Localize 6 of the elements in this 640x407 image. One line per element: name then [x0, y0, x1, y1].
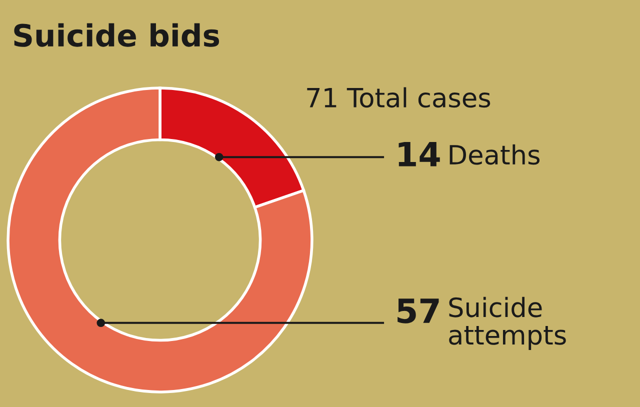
text: 71 Total cases: [307, 87, 490, 108]
slice-label: Suicide attempts: [449, 296, 566, 350]
chart-title: Suicide bids: [14, 23, 220, 47]
slice-label: Deaths: [450, 144, 540, 165]
data-label: 57: [398, 298, 439, 324]
data-label: 14: [398, 142, 440, 166]
